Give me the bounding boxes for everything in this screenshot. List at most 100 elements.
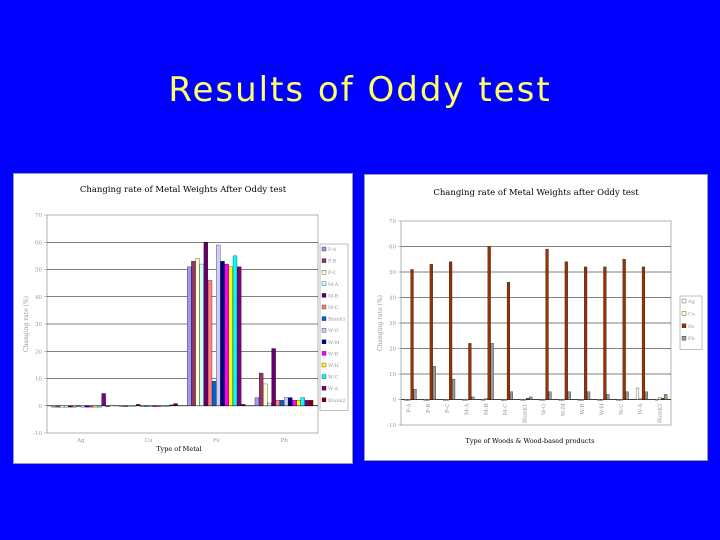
bar-w-c-cu bbox=[165, 405, 170, 407]
x-tick-label: W-A bbox=[638, 402, 644, 414]
legend-label-blank2: Blank2 bbox=[328, 398, 346, 404]
bar-p-c-ag bbox=[59, 405, 65, 408]
chart-title: Changing rate of Metal Weights after Odd… bbox=[433, 188, 639, 198]
y-tick-label: -10 bbox=[33, 431, 42, 437]
bar-pb-p-c bbox=[452, 378, 456, 400]
legend-swatch-blank1 bbox=[321, 316, 327, 321]
bar-w-c-ag bbox=[97, 405, 102, 408]
bar-ag-blank2 bbox=[655, 399, 659, 401]
bar-fe-m-a bbox=[468, 343, 472, 400]
bar-w-o-ag bbox=[80, 405, 85, 408]
bar-blank1-cu bbox=[144, 405, 149, 407]
x-tick-label: Pb bbox=[281, 438, 289, 444]
bar-pb-blank2 bbox=[664, 394, 668, 400]
chart-panel-by-wood: Changing rate of Metal Weights after Odd… bbox=[364, 174, 708, 461]
bar-cu-w-o bbox=[542, 399, 546, 401]
bar-w-o-pb bbox=[283, 397, 289, 406]
legend-label-p-a: P-A bbox=[328, 247, 337, 253]
bar-pb-w-a bbox=[644, 391, 648, 400]
bar-fe-w-m bbox=[564, 261, 568, 400]
bar-p-b-cu bbox=[123, 405, 128, 407]
x-axis-label: Type of Woods & Wood-based products bbox=[466, 437, 595, 445]
y-tick-label: 60 bbox=[35, 240, 42, 246]
bar-fe-m-c bbox=[506, 282, 511, 400]
legend-label-cu: Cu bbox=[688, 311, 696, 317]
bar-ag-w-m bbox=[558, 399, 562, 401]
bar-p-a-ag bbox=[51, 405, 56, 408]
legend-swatch-blank2 bbox=[321, 397, 327, 402]
bar-m-a-cu bbox=[131, 405, 137, 407]
bar-pb-m-b bbox=[490, 343, 494, 400]
bar-pb-w-h bbox=[606, 394, 610, 400]
legend-swatch-pb bbox=[681, 336, 687, 341]
legend-label-w-a: W-A bbox=[328, 386, 338, 392]
y-tick-label: 10 bbox=[35, 377, 42, 383]
bar-fe-w-h bbox=[603, 266, 607, 400]
legend-label-w-o: W-O bbox=[328, 328, 339, 334]
bar-w-a-fe bbox=[237, 266, 242, 406]
x-tick-label: Blank1 bbox=[522, 404, 528, 423]
bar-cu-w-c bbox=[619, 399, 623, 401]
bar-blank2-fe bbox=[241, 404, 246, 406]
bar-ag-w-b bbox=[578, 399, 582, 401]
bar-fe-w-o bbox=[545, 248, 549, 400]
bar-blank1-ag bbox=[76, 405, 81, 407]
legend-swatch-p-b bbox=[321, 258, 327, 263]
bar-w-m-cu bbox=[152, 405, 157, 407]
y-tick-label: 30 bbox=[389, 321, 396, 327]
bar-ag-w-c bbox=[616, 399, 620, 401]
bar-m-b-cu bbox=[135, 404, 141, 406]
bar-cu-m-a bbox=[465, 399, 469, 401]
bar-blank1-pb bbox=[279, 400, 285, 406]
legend-swatch-w-a bbox=[321, 386, 327, 391]
bar-ag-p-b bbox=[423, 399, 427, 401]
legend-label-w-h: W-H bbox=[328, 363, 339, 369]
bar-pb-blank1 bbox=[529, 396, 533, 400]
bar-pb-p-a bbox=[413, 389, 417, 400]
chart-panel-by-metal: Changing rate of Metal Weights After Odd… bbox=[13, 173, 353, 464]
bar-w-m-fe bbox=[220, 261, 225, 406]
legend-label-ag: Ag bbox=[687, 299, 696, 305]
bar-w-h-pb bbox=[296, 400, 301, 406]
bar-m-c-pb bbox=[275, 400, 280, 406]
bar-w-a-cu bbox=[169, 404, 174, 406]
bar-ag-m-b bbox=[481, 399, 485, 401]
bar-ag-p-a bbox=[404, 399, 408, 401]
bar-p-a-cu bbox=[119, 405, 124, 407]
bar-ag-m-c bbox=[500, 399, 505, 401]
x-tick-label: Fe bbox=[213, 438, 220, 444]
bar-cu-p-b bbox=[426, 399, 430, 401]
bar-cu-w-h bbox=[600, 399, 604, 401]
bar-pb-w-m bbox=[567, 391, 571, 400]
bar-w-b-cu bbox=[156, 405, 162, 407]
legend-label-blank1: Blank1 bbox=[328, 317, 346, 323]
chart-by-metal: Changing rate of Metal Weights After Odd… bbox=[23, 185, 349, 453]
bar-p-a-pb bbox=[254, 397, 260, 406]
bar-blank1-fe bbox=[212, 381, 217, 406]
legend-swatch-fe bbox=[681, 323, 687, 328]
bar-p-c-fe bbox=[195, 258, 200, 406]
bar-fe-m-b bbox=[487, 246, 491, 400]
x-tick-label: P-B bbox=[426, 404, 432, 413]
x-tick-label: M-C bbox=[503, 404, 509, 416]
x-tick-label: P-A bbox=[407, 402, 413, 412]
y-axis-label: Changing rate (%) bbox=[377, 295, 384, 351]
legend-swatch-w-b bbox=[321, 351, 327, 356]
bar-ag-m-a bbox=[462, 399, 466, 401]
legend-swatch-w-m bbox=[321, 339, 327, 344]
bar-fe-w-a bbox=[641, 266, 646, 400]
bar-cu-m-b bbox=[484, 398, 488, 400]
x-tick-label: M-B bbox=[484, 404, 490, 416]
legend-label-fe: Fe bbox=[688, 324, 694, 330]
y-tick-label: 70 bbox=[389, 219, 396, 225]
y-tick-label: 70 bbox=[35, 213, 42, 219]
x-tick-label: Blank2 bbox=[657, 404, 663, 423]
y-tick-label: 10 bbox=[389, 372, 396, 378]
x-tick-label: Cu bbox=[145, 438, 153, 444]
legend-label-w-m: W-M bbox=[328, 340, 340, 346]
legend-swatch-m-c bbox=[321, 304, 327, 310]
y-tick-label: 50 bbox=[35, 268, 42, 274]
legend-swatch-p-a bbox=[321, 246, 327, 252]
bar-fe-blank1 bbox=[526, 398, 530, 400]
bar-w-m-ag bbox=[84, 405, 90, 408]
